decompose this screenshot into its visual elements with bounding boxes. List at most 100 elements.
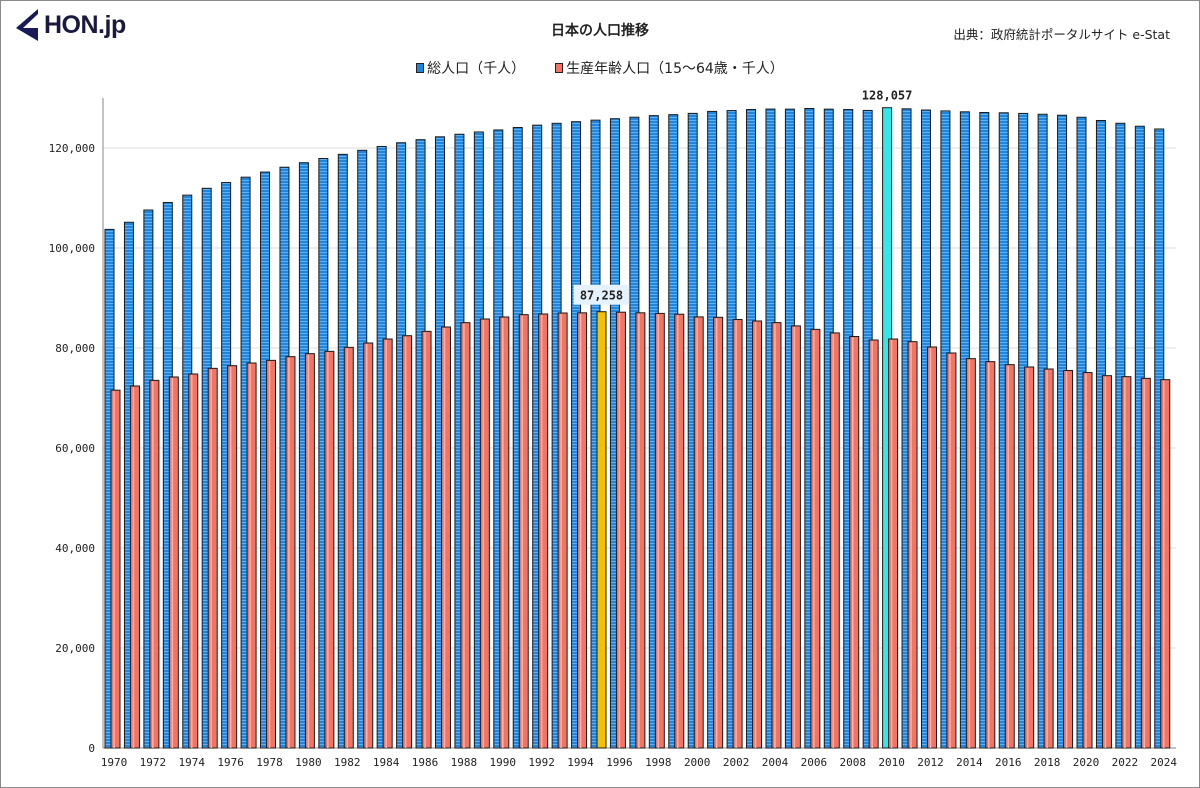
x-tick-label: 2004 xyxy=(762,756,789,769)
bar-working-2004 xyxy=(771,322,782,749)
bar-working-2020 xyxy=(1082,372,1093,749)
bar-working-1987 xyxy=(440,326,451,749)
bar-working-1996 xyxy=(615,311,626,749)
bar-working-1974 xyxy=(188,373,199,749)
x-tick-label: 1972 xyxy=(140,756,167,769)
y-tick-label: 100,000 xyxy=(49,242,95,255)
bar-working-2017 xyxy=(1024,366,1035,749)
y-tick-label: 120,000 xyxy=(49,142,95,155)
legend: 総人口（千人） 生産年齢人口（15～64歳・千人） xyxy=(0,58,1200,78)
bar-working-1971 xyxy=(129,385,140,749)
bar-working-2021 xyxy=(1101,375,1112,749)
bar-working-2012 xyxy=(926,346,937,749)
x-tick-label: 2010 xyxy=(878,756,905,769)
bar-working-1997 xyxy=(635,312,646,749)
bar-working-2018 xyxy=(1043,368,1054,749)
legend-item-total: 総人口（千人） xyxy=(416,58,525,78)
logo-text: HON.jp xyxy=(44,10,126,39)
bar-working-2001 xyxy=(713,316,724,749)
legend-label-total: 総人口（千人） xyxy=(427,61,526,77)
bar-working-1995 xyxy=(596,311,607,749)
bar-working-1977 xyxy=(246,362,257,749)
bar-working-2010 xyxy=(888,338,899,749)
x-tick-label: 2000 xyxy=(684,756,711,769)
y-tick-label: 40,000 xyxy=(55,542,95,555)
x-tick-label: 2024 xyxy=(1151,756,1178,769)
bar-working-2006 xyxy=(810,328,821,749)
bar-working-2009 xyxy=(868,339,879,749)
bar-working-1988 xyxy=(460,322,471,749)
bar-working-2015 xyxy=(985,361,996,749)
bar-working-2016 xyxy=(1004,364,1015,749)
bar-working-1985 xyxy=(402,335,413,749)
bar-working-2022 xyxy=(1121,376,1132,749)
x-tick-label: 1998 xyxy=(645,756,672,769)
bar-working-1991 xyxy=(518,314,529,749)
y-tick-label: 80,000 xyxy=(55,342,95,355)
bar-working-2014 xyxy=(965,358,976,749)
x-tick-label: 2022 xyxy=(1112,756,1139,769)
data-label-background xyxy=(573,284,630,305)
bar-working-2024 xyxy=(1160,379,1171,749)
bar-working-1970 xyxy=(110,389,121,749)
x-tick-label: 2020 xyxy=(1073,756,1100,769)
logo-arrow-icon xyxy=(16,9,38,41)
bar-working-2007 xyxy=(829,332,840,749)
bar-working-2019 xyxy=(1063,370,1074,749)
x-tick-label: 2008 xyxy=(839,756,866,769)
bar-working-2000 xyxy=(693,316,704,749)
y-tick-label: 20,000 xyxy=(55,642,95,655)
x-tick-label: 1990 xyxy=(490,756,517,769)
y-tick-label: 60,000 xyxy=(55,442,95,455)
bar-working-1994 xyxy=(577,312,588,749)
bar-working-1979 xyxy=(285,356,296,749)
bar-working-2011 xyxy=(907,341,918,749)
x-tick-label: 1974 xyxy=(179,756,206,769)
x-tick-label: 2014 xyxy=(956,756,983,769)
bar-working-1976 xyxy=(227,365,238,749)
bar-working-2013 xyxy=(946,352,957,749)
bar-working-2023 xyxy=(1140,377,1151,749)
x-tick-label: 1980 xyxy=(295,756,322,769)
bar-working-1978 xyxy=(266,359,277,749)
x-tick-label: 1984 xyxy=(373,756,400,769)
bar-working-1999 xyxy=(674,313,685,749)
bar-working-1984 xyxy=(382,338,393,749)
x-tick-label: 1982 xyxy=(334,756,361,769)
x-tick-label: 2018 xyxy=(1034,756,1061,769)
x-tick-label: 1992 xyxy=(528,756,555,769)
bar-working-1981 xyxy=(324,350,335,749)
bar-working-1998 xyxy=(654,312,665,749)
bar-working-2002 xyxy=(732,318,743,749)
x-tick-label: 2006 xyxy=(801,756,828,769)
source-note: 出典：政府統計ポータルサイト e-Stat xyxy=(953,27,1170,42)
x-tick-label: 1996 xyxy=(606,756,633,769)
x-tick-label: 1976 xyxy=(217,756,244,769)
bar-working-1973 xyxy=(168,376,179,749)
bar-working-1990 xyxy=(499,316,510,749)
bar-working-1982 xyxy=(343,346,354,749)
x-tick-label: 2002 xyxy=(723,756,750,769)
x-tick-label: 1988 xyxy=(451,756,478,769)
y-tick-label: 0 xyxy=(88,742,95,755)
bar-working-1983 xyxy=(363,342,374,749)
legend-label-working: 生産年齢人口（15～64歳・千人） xyxy=(566,61,784,77)
x-tick-label: 2016 xyxy=(995,756,1022,769)
x-tick-label: 1970 xyxy=(101,756,128,769)
bar-working-2005 xyxy=(790,325,801,749)
data-label-total-peak: 128,057 xyxy=(862,89,913,103)
bar-working-1992 xyxy=(538,313,549,749)
bar-working-2003 xyxy=(752,320,763,749)
x-tick-label: 1994 xyxy=(567,756,594,769)
bar-working-2008 xyxy=(849,336,860,749)
bar-working-1989 xyxy=(479,318,490,749)
legend-item-working: 生産年齢人口（15～64歳・千人） xyxy=(555,58,784,78)
bar-working-1975 xyxy=(207,367,218,749)
legend-swatch-working xyxy=(555,63,564,73)
x-tick-label: 1978 xyxy=(256,756,283,769)
x-tick-label: 2012 xyxy=(917,756,944,769)
bar-working-1980 xyxy=(304,353,315,749)
chart-title: 日本の人口推移 xyxy=(551,23,649,39)
bar-working-1972 xyxy=(149,379,160,749)
